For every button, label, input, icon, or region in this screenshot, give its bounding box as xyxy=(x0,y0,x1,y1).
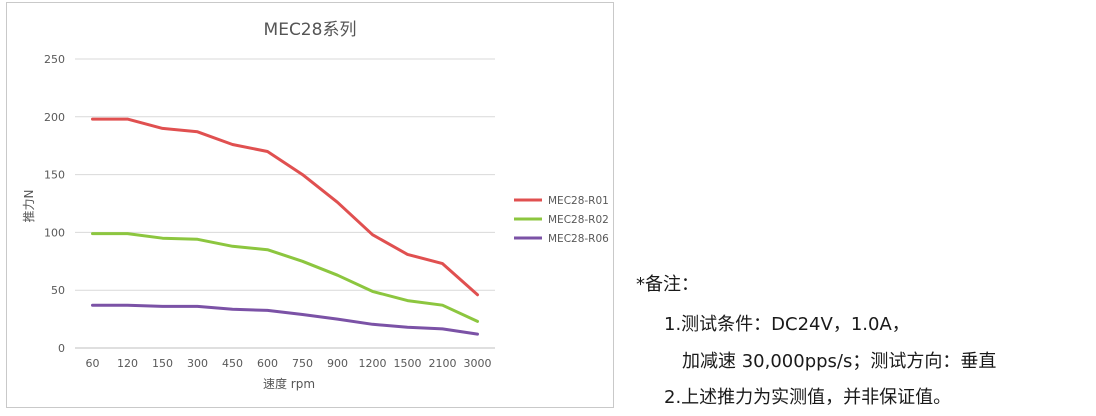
series-lines xyxy=(91,117,479,336)
note-test-conditions: 1.测试条件：DC24V，1.0A， xyxy=(664,314,910,335)
series-line-mec28-r02 xyxy=(91,232,479,323)
x-tick-label: 2100 xyxy=(429,357,457,370)
series-line-mec28-r06 xyxy=(91,303,479,336)
legend: MEC28-R01 MEC28-R02 MEC28-R06 xyxy=(514,195,609,245)
y-tick-label: 150 xyxy=(44,169,65,182)
legend-label: MEC28-R01 xyxy=(548,195,609,207)
chart-frame: MEC28系列 0 50 100 150 200 250 60 120 150 300 450 60… xyxy=(6,2,614,408)
x-tick-label: 150 xyxy=(152,357,173,370)
x-tick-label: 120 xyxy=(117,357,138,370)
y-tick-label: 0 xyxy=(58,342,65,355)
x-tick-label: 1500 xyxy=(394,357,422,370)
x-axis-ticks: 60 120 150 300 450 600 750 900 1200 1500 2100 3000 xyxy=(86,357,492,370)
x-axis-label: 速度 rpm xyxy=(263,376,315,391)
y-tick-label: 250 xyxy=(44,53,65,66)
y-tick-label: 100 xyxy=(44,226,65,239)
legend-label: MEC28-R02 xyxy=(548,214,609,226)
y-tick-label: 200 xyxy=(44,111,65,124)
series-line-mec28-r01 xyxy=(91,117,479,297)
x-tick-label: 300 xyxy=(187,357,208,370)
y-tick-label: 50 xyxy=(51,284,65,297)
x-tick-label: 60 xyxy=(86,357,100,370)
gridlines xyxy=(75,58,495,349)
x-tick-label: 900 xyxy=(327,357,348,370)
y-axis-ticks: 0 50 100 150 200 250 xyxy=(44,53,65,355)
x-tick-label: 750 xyxy=(292,357,313,370)
chart-title: MEC28系列 xyxy=(264,20,357,40)
x-tick-label: 600 xyxy=(257,357,278,370)
x-tick-label: 3000 xyxy=(464,357,492,370)
x-tick-label: 1200 xyxy=(359,357,387,370)
y-axis-label: 推力N xyxy=(22,190,36,223)
x-tick-label: 450 xyxy=(222,357,243,370)
note-disclaimer: 2.上述推力为实测值，并非保证值。 xyxy=(664,387,952,408)
note-test-details: 加减速 30,000pps/s；测试方向：垂直 xyxy=(682,351,997,372)
legend-label: MEC28-R06 xyxy=(548,233,609,245)
notes-header: *备注： xyxy=(636,274,699,295)
